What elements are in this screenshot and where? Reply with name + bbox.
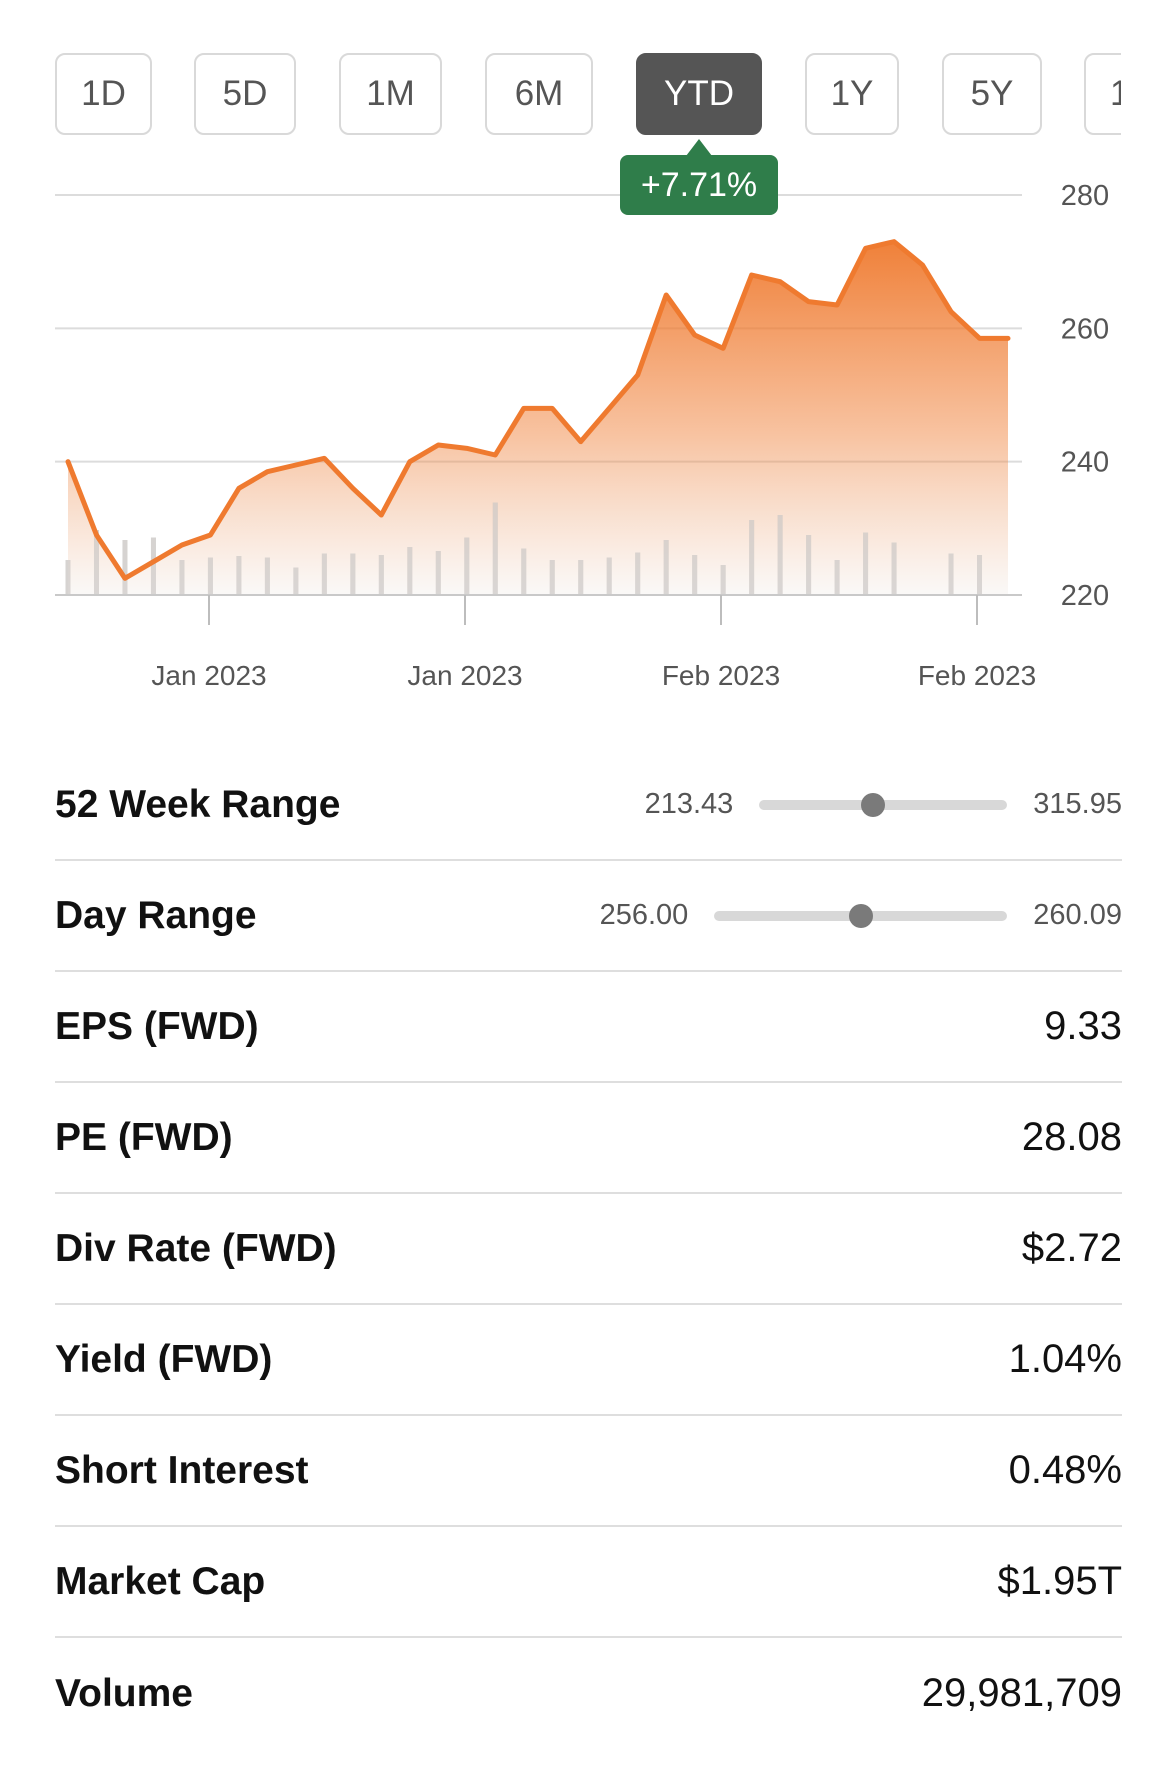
volume-bar-overlay xyxy=(977,555,983,595)
stat-label: Yield (FWD) xyxy=(55,1337,273,1381)
x-tick-label: Jan 2023 xyxy=(151,660,266,691)
volume-bar-overlay xyxy=(521,548,527,595)
volume-bar-overlay xyxy=(378,555,384,595)
stat-label: 52 Week Range xyxy=(55,782,341,826)
x-tick-label: Jan 2023 xyxy=(407,660,522,691)
tab-1y[interactable]: 1Y xyxy=(805,53,899,135)
period-tabs: 1D 5D 1M 6M YTD 1Y 5Y 1 xyxy=(0,0,1121,140)
tab-5d[interactable]: 5D xyxy=(194,53,296,135)
volume-bar-overlay xyxy=(293,567,299,595)
volume-bar-overlay xyxy=(749,520,755,595)
price-area xyxy=(68,241,1008,595)
range-low: 256.00 xyxy=(599,899,689,931)
range-track xyxy=(759,792,1008,817)
volume-bar-overlay xyxy=(692,555,698,595)
stat-row-eps: EPS (FWD) 9.33 xyxy=(55,972,1122,1083)
volume-bar-overlay xyxy=(777,515,783,595)
volume-bar-overlay xyxy=(606,557,612,595)
x-tick-label: Feb 2023 xyxy=(662,660,780,691)
volume-bar-overlay xyxy=(407,547,413,595)
stat-value: 9.33 xyxy=(1044,1004,1122,1048)
volume-bar-overlay xyxy=(264,557,270,595)
stat-row-yield: Yield (FWD) 1.04% xyxy=(55,1305,1122,1416)
week52-range: 213.43 315.95 xyxy=(645,788,1122,821)
volume-bar-overlay xyxy=(464,537,470,595)
badge-pointer xyxy=(686,139,712,156)
y-tick-label: 260 xyxy=(1061,313,1109,345)
stat-row-52-week-range: 52 Week Range 213.43 315.95 xyxy=(55,750,1122,861)
volume-bar-overlay xyxy=(578,560,584,595)
stat-label: Div Rate (FWD) xyxy=(55,1226,337,1270)
stat-row-short-interest: Short Interest 0.48% xyxy=(55,1416,1122,1527)
volume-bar-overlay xyxy=(207,557,213,595)
volume-bar-overlay xyxy=(93,530,99,595)
change-badge: +7.71% xyxy=(620,155,778,215)
stat-row-day-range: Day Range 256.00 260.09 xyxy=(55,861,1122,972)
y-tick-label: 280 xyxy=(1061,180,1109,212)
volume-bar-overlay xyxy=(806,535,812,595)
range-marker xyxy=(861,792,886,817)
price-chart: 220 240 260 280 Jan 2023 Jan 2023 Feb 2023 Feb … xyxy=(55,180,1109,691)
stat-value: 1.04% xyxy=(1008,1337,1122,1381)
volume-bar-overlay xyxy=(350,553,356,595)
stat-value: 28.08 xyxy=(1021,1115,1122,1159)
volume-bar-overlay xyxy=(720,565,726,595)
volume-bar-overlay xyxy=(150,537,156,595)
range-high: 260.09 xyxy=(1033,899,1122,931)
stat-label: Volume xyxy=(55,1671,193,1715)
stat-label: EPS (FWD) xyxy=(55,1004,259,1048)
price-line xyxy=(65,239,1011,581)
y-tick-label: 220 xyxy=(1061,580,1109,612)
range-low: 213.43 xyxy=(644,788,734,820)
stat-label: Day Range xyxy=(55,893,257,937)
day-range: 256.00 260.09 xyxy=(600,899,1122,932)
stat-label: PE (FWD) xyxy=(55,1115,233,1159)
stat-value: $2.72 xyxy=(1021,1226,1122,1270)
stat-value: 0.48% xyxy=(1008,1448,1122,1492)
tab-1d[interactable]: 1D xyxy=(55,53,152,135)
volume-bar-overlay xyxy=(236,556,242,595)
tab-max-clipped[interactable]: 1 xyxy=(1084,53,1121,135)
stat-row-div-rate: Div Rate (FWD) $2.72 xyxy=(55,1194,1122,1305)
stat-row-volume: Volume 29,981,709 xyxy=(55,1638,1122,1749)
volume-bar-overlay xyxy=(435,551,441,595)
volume-bar-overlay xyxy=(65,560,71,595)
stat-value: 29,981,709 xyxy=(921,1671,1122,1715)
volume-bar-overlay xyxy=(948,553,954,595)
stat-label: Short Interest xyxy=(55,1448,309,1492)
volume-bar-overlay xyxy=(863,532,869,595)
stat-label: Market Cap xyxy=(55,1559,266,1603)
volume-bar-overlay xyxy=(549,560,555,595)
range-track xyxy=(714,903,1008,928)
range-high: 315.95 xyxy=(1033,788,1122,820)
volume-bar-overlay xyxy=(122,540,128,595)
tab-1m[interactable]: 1M xyxy=(339,53,442,135)
stat-row-pe: PE (FWD) 28.08 xyxy=(55,1083,1122,1194)
volume-bar-overlay xyxy=(179,560,185,595)
stat-row-market-cap: Market Cap $1.95T xyxy=(55,1527,1122,1638)
volume-bar-overlay xyxy=(492,502,498,595)
tab-6m[interactable]: 6M xyxy=(485,53,593,135)
x-tick-label: Feb 2023 xyxy=(918,660,1036,691)
y-tick-label: 240 xyxy=(1061,447,1109,479)
volume-bar-overlay xyxy=(834,560,840,595)
range-marker xyxy=(848,903,873,928)
stats-list: 52 Week Range 213.43 315.95 Day Range 25… xyxy=(55,750,1122,1749)
volume-bar-overlay xyxy=(663,540,669,595)
volume-bar-overlay xyxy=(891,542,897,595)
volume-bar-overlay xyxy=(321,553,327,595)
volume-bar-overlay xyxy=(635,552,641,595)
tab-5y[interactable]: 5Y xyxy=(942,53,1042,135)
tab-ytd[interactable]: YTD xyxy=(636,53,762,135)
stat-value: $1.95T xyxy=(997,1559,1122,1603)
